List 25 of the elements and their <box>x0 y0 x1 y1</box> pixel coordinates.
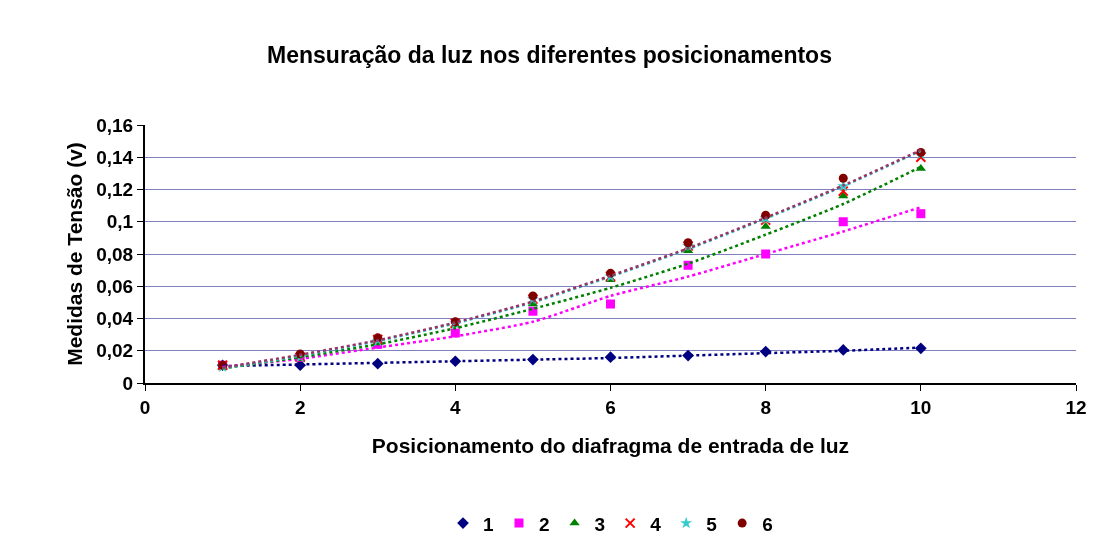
x-tick-label: 12 <box>1065 396 1087 418</box>
y-tick-label: 0 <box>122 372 134 394</box>
x-tick-label: 8 <box>760 396 771 418</box>
y-tick-label: 0,06 <box>96 275 134 297</box>
chart-title: Mensuração da luz nos diferentes posicionamentos <box>267 42 832 69</box>
y-axis-title: Medidas de Tensão (v) <box>62 142 86 366</box>
legend-label: 6 <box>762 513 773 535</box>
legend-label: 5 <box>706 513 718 535</box>
x-tick-label: 0 <box>139 396 151 418</box>
legend-label: 3 <box>594 513 606 535</box>
y-tick-label: 0,08 <box>96 243 134 265</box>
x-tick-label: 6 <box>605 396 616 418</box>
x-axis-title: Posicionamento do diafragma de entrada de luz <box>371 434 850 458</box>
y-tick-label: 0,12 <box>96 179 134 201</box>
legend-label: 2 <box>539 513 550 535</box>
y-tick-label: 0,04 <box>96 308 134 330</box>
y-tick-label: 0,16 <box>96 114 134 136</box>
y-tick-label: 0,02 <box>96 340 134 362</box>
x-tick-label: 2 <box>294 396 306 418</box>
legend-label: 1 <box>483 513 494 535</box>
legend-label: 4 <box>650 513 662 535</box>
y-tick-label: 0,1 <box>106 211 134 233</box>
x-tick-label: 4 <box>450 396 462 418</box>
x-tick-label: 10 <box>910 396 932 418</box>
y-tick-label: 0,14 <box>96 146 134 168</box>
